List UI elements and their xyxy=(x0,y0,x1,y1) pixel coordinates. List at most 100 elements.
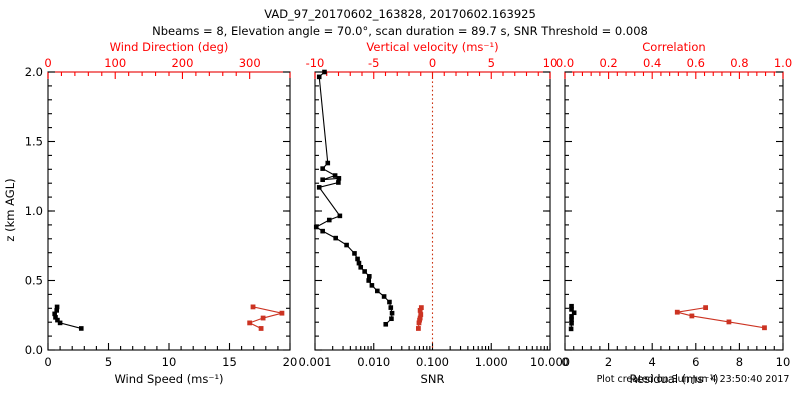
data-point-snr xyxy=(337,213,343,219)
xtick-label-top-1: 300 xyxy=(239,56,261,70)
data-point-snr xyxy=(320,177,325,183)
data-point-snr xyxy=(366,278,371,283)
xtick-label-bottom-1: 0 xyxy=(44,355,51,369)
x-axis-label-top-3: Correlation xyxy=(642,40,705,54)
data-point-wind-speed xyxy=(54,308,60,313)
data-point-wind-direction xyxy=(258,326,264,331)
data-point-residual xyxy=(569,314,574,319)
data-point-correlation xyxy=(689,313,695,319)
series-line-snr xyxy=(315,71,393,325)
data-point-snr xyxy=(375,288,380,294)
data-point-wind-speed xyxy=(54,304,60,310)
xtick-label-bottom-3: 4 xyxy=(649,355,656,369)
xtick-label-top-2: 10 xyxy=(543,56,558,70)
xtick-label-top-2: -10 xyxy=(306,56,325,70)
plot-frame-3 xyxy=(564,71,784,351)
ytick-label: 2.0 xyxy=(25,65,43,79)
data-point-snr xyxy=(316,74,322,80)
data-point-vertical-velocity xyxy=(418,305,424,311)
xtick-label-top-3: 0.8 xyxy=(730,56,748,70)
data-point-wind-speed xyxy=(55,317,60,323)
data-point-residual xyxy=(571,310,577,316)
data-point-residual xyxy=(569,317,574,322)
data-point-snr xyxy=(381,294,387,299)
data-point-snr xyxy=(316,185,322,190)
data-point-snr xyxy=(320,228,325,234)
data-point-snr xyxy=(333,235,338,241)
data-point-vertical-velocity xyxy=(418,312,424,317)
data-point-snr xyxy=(369,283,375,288)
xtick-label-top-3: 0.2 xyxy=(599,56,617,70)
plot-credit: Plot created on Sun Jun 4 23:50:40 2017 xyxy=(597,374,790,385)
data-point-snr xyxy=(336,176,342,181)
xtick-label-bottom-1: 10 xyxy=(162,355,177,369)
figure-title: VAD_97_20170602_163828, 20170602.163925 xyxy=(264,7,536,21)
data-point-residual xyxy=(569,303,574,309)
panel-3: 0 2 4 6 8 10 0.0 0.2 0.4 0.6 0.8 1.0 Residual (ms⁻¹)… xyxy=(556,40,792,386)
data-point-wind-direction xyxy=(279,310,285,316)
data-point-vertical-velocity xyxy=(417,307,423,313)
data-point-wind-direction xyxy=(260,315,266,321)
xtick-label-bottom-2: 1.000 xyxy=(475,355,508,369)
data-point-wind-speed xyxy=(52,311,57,317)
xtick-label-top-1: 200 xyxy=(171,56,193,70)
x-axis-label-top-2: Vertical velocity (ms⁻¹) xyxy=(366,40,498,54)
x-axis-label-bottom-2: SNR xyxy=(421,372,445,386)
data-point-wind-speed xyxy=(78,326,84,331)
data-point-wind-direction xyxy=(250,304,256,310)
data-point-residual xyxy=(569,321,574,326)
data-point-snr xyxy=(388,305,394,310)
data-point-snr xyxy=(383,321,389,327)
data-point-snr xyxy=(322,69,327,75)
ytick-label: 0.5 xyxy=(25,274,43,288)
data-point-correlation xyxy=(703,305,709,311)
data-point-snr xyxy=(320,166,325,171)
x-axis-label-bottom-3: Residual (ms⁻¹) xyxy=(629,372,718,386)
data-point-wind-speed xyxy=(53,315,58,320)
ytick-label: 1.0 xyxy=(25,204,43,218)
data-point-snr xyxy=(336,180,341,185)
data-point-snr xyxy=(356,260,362,266)
data-point-wind-direction xyxy=(247,320,253,326)
data-point-snr xyxy=(352,251,357,256)
xtick-label-top-2: 5 xyxy=(488,56,495,70)
ytick-label: 1.5 xyxy=(25,135,43,149)
panel-2: 0.001 0.010 0.100 1.000 10.000 -10 -5 0 5 10 SNR Ve… xyxy=(299,40,571,386)
data-point-snr xyxy=(313,224,319,230)
data-point-vertical-velocity xyxy=(416,320,422,326)
xtick-label-top-3: 0.4 xyxy=(643,56,661,70)
xtick-label-bottom-1: 15 xyxy=(222,355,237,369)
series-line-wind-direction xyxy=(248,306,283,329)
data-point-residual xyxy=(569,307,574,312)
x-axis-label-top-1: Wind Direction (deg) xyxy=(110,40,229,54)
data-point-snr xyxy=(325,160,331,166)
data-point-correlation xyxy=(674,309,680,315)
data-point-residual xyxy=(568,326,574,332)
data-point-snr xyxy=(355,256,360,262)
xtick-label-top-2: -5 xyxy=(368,56,379,70)
xtick-label-bottom-3: 6 xyxy=(692,355,699,369)
ytick-label: 0.0 xyxy=(25,343,43,357)
figure-subtitle: Nbeams = 8, Elevation angle = 70.0°, sca… xyxy=(152,24,648,38)
xtick-label-bottom-2: 0.100 xyxy=(416,355,449,369)
xtick-label-top-3: 0.6 xyxy=(687,56,705,70)
data-point-vertical-velocity xyxy=(416,326,421,331)
xtick-label-bottom-2: 0.001 xyxy=(299,355,332,369)
x-axis-label-bottom-1: Wind Speed (ms⁻¹) xyxy=(114,372,223,386)
data-point-snr xyxy=(362,269,367,274)
xtick-label-bottom-2: 0.010 xyxy=(357,355,390,369)
xtick-label-bottom-2: 10.000 xyxy=(530,355,570,369)
xtick-label-top-3: 1.0 xyxy=(774,56,792,70)
xtick-label-top-1: 100 xyxy=(104,56,126,70)
data-point-correlation xyxy=(726,319,732,325)
data-point-snr xyxy=(387,299,392,305)
xtick-label-bottom-1: 20 xyxy=(283,355,298,369)
data-point-snr xyxy=(332,173,338,178)
xtick-label-top-2: 0 xyxy=(429,56,436,70)
data-point-snr xyxy=(367,274,372,279)
xtick-label-bottom-3: 0 xyxy=(561,355,568,369)
